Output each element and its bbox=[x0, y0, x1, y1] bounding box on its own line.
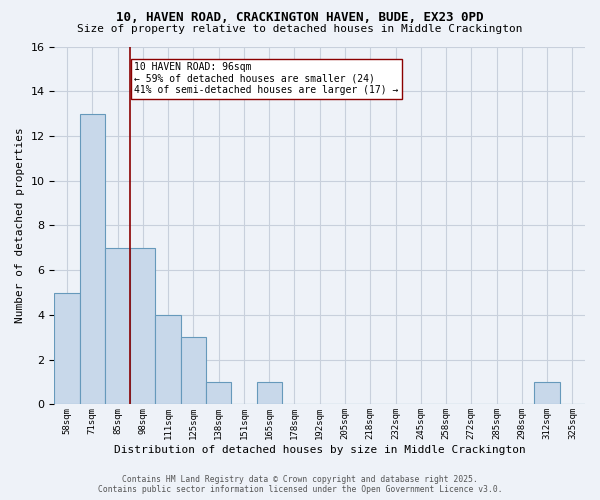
Bar bbox=[55, 292, 80, 405]
Y-axis label: Number of detached properties: Number of detached properties bbox=[15, 128, 25, 324]
Bar bbox=[105, 248, 130, 404]
Bar bbox=[206, 382, 231, 404]
Bar bbox=[80, 114, 105, 405]
Text: Size of property relative to detached houses in Middle Crackington: Size of property relative to detached ho… bbox=[77, 24, 523, 34]
Bar bbox=[257, 382, 282, 404]
Bar bbox=[155, 315, 181, 404]
Bar bbox=[181, 338, 206, 404]
Text: 10 HAVEN ROAD: 96sqm
← 59% of detached houses are smaller (24)
41% of semi-detac: 10 HAVEN ROAD: 96sqm ← 59% of detached h… bbox=[134, 62, 398, 96]
Bar bbox=[130, 248, 155, 404]
X-axis label: Distribution of detached houses by size in Middle Crackington: Distribution of detached houses by size … bbox=[114, 445, 526, 455]
Text: Contains HM Land Registry data © Crown copyright and database right 2025.
Contai: Contains HM Land Registry data © Crown c… bbox=[98, 474, 502, 494]
Bar bbox=[535, 382, 560, 404]
Text: 10, HAVEN ROAD, CRACKINGTON HAVEN, BUDE, EX23 0PD: 10, HAVEN ROAD, CRACKINGTON HAVEN, BUDE,… bbox=[116, 11, 484, 24]
